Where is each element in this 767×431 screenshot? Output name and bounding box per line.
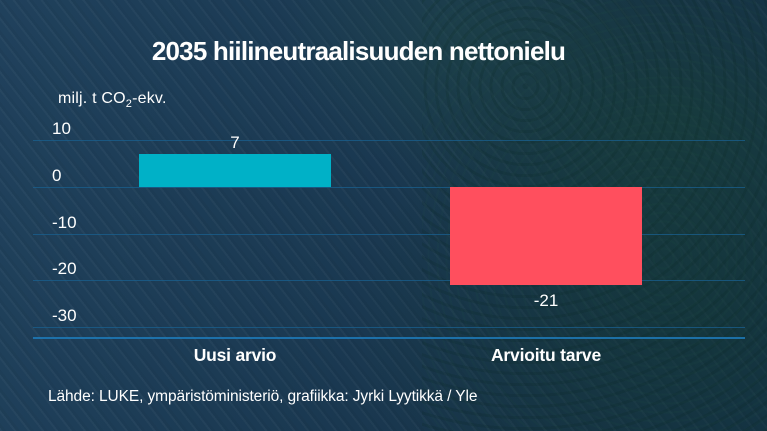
gridline-10 (33, 140, 745, 142)
bar-arvioitu-tarve (450, 187, 642, 286)
y-tick-label--10: -10 (52, 212, 77, 232)
unit-subscript: 2 (125, 98, 133, 111)
source-caption: Lähde: LUKE, ympäristöministeriö, grafii… (48, 388, 478, 405)
unit-text-suffix: -ekv. (132, 90, 167, 107)
y-axis-unit-label: milj. t CO2-ekv. (58, 90, 167, 110)
gridline--30 (33, 327, 745, 329)
category-label-uusi-arvio: Uusi arvio (193, 345, 277, 365)
y-tick-label--30: -30 (52, 306, 77, 326)
y-tick-label--20: -20 (52, 259, 77, 279)
gridline--10 (33, 233, 745, 235)
category-label-arvioitu-tarve: Arvioitu tarve (490, 345, 601, 365)
chart-title: 2035 hiilineutraalisuuden nettonielu (151, 36, 566, 66)
gridline--20 (33, 280, 745, 282)
y-tick-label-0: 0 (52, 166, 62, 185)
gridline-0 (33, 187, 745, 188)
bar-value-label-uusi-arvio: 7 (230, 133, 240, 153)
y-tick-label-10: 10 (52, 119, 71, 139)
bar-uusi-arvio (139, 154, 331, 187)
bar-value-label-arvioitu-tarve: -21 (533, 291, 559, 311)
unit-text-prefix: milj. t CO (58, 90, 126, 107)
x-axis-line (33, 337, 745, 339)
